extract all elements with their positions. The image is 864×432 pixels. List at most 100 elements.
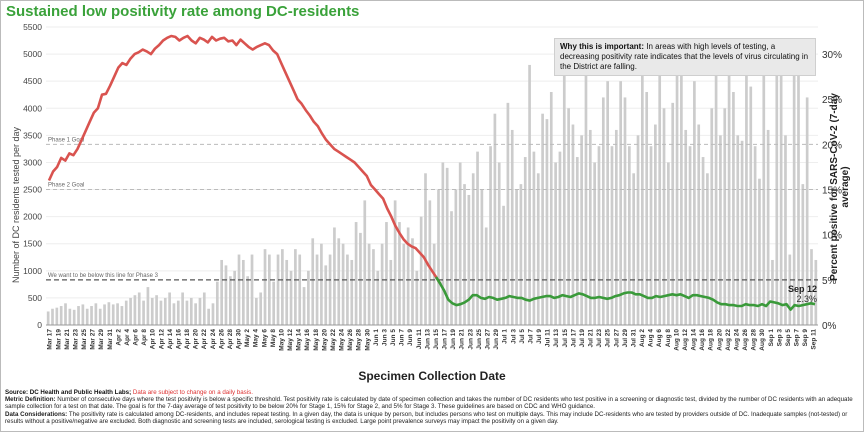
x-tick-label: Jun 23	[467, 329, 474, 350]
test-bar	[59, 306, 63, 325]
test-bar	[654, 124, 657, 325]
test-bar	[437, 189, 440, 325]
test-bar	[814, 259, 818, 325]
test-bar	[693, 81, 696, 325]
test-bar	[337, 238, 341, 325]
test-bar	[601, 97, 605, 325]
x-tick-label: Sep 11	[811, 329, 818, 350]
x-tick-label: Jun 3	[382, 329, 389, 346]
test-bar	[181, 292, 184, 325]
test-bar	[350, 259, 354, 325]
test-bar	[636, 135, 640, 325]
y-left-tick-label: 0	[37, 320, 42, 330]
test-bar	[98, 308, 102, 325]
x-tick-label: Apr 16	[176, 329, 183, 350]
x-tick-label: Jun 5	[390, 329, 397, 346]
threshold-label: We want to be below this line for Phase …	[48, 273, 159, 279]
test-bar	[610, 146, 614, 325]
test-bar	[467, 194, 471, 325]
test-bar	[220, 259, 223, 325]
y-right-tick-label: 0%	[822, 321, 837, 332]
test-bar	[562, 70, 566, 325]
test-bar	[398, 222, 401, 325]
test-bar	[771, 259, 774, 325]
test-bar	[523, 157, 527, 325]
test-bar	[142, 300, 145, 325]
test-bar	[623, 97, 627, 325]
test-bar	[185, 300, 189, 325]
test-bar	[723, 108, 727, 325]
x-tick-label: May 12	[287, 329, 294, 351]
y-left-tick-label: 2500	[23, 185, 42, 195]
test-bar	[120, 306, 124, 325]
x-tick-label: May 14	[296, 329, 303, 351]
metric-text: Number of consecutive days where the tes…	[5, 396, 853, 411]
x-tick-label: Mar 31	[107, 329, 114, 350]
test-bar	[627, 146, 631, 325]
test-bar	[810, 249, 813, 325]
latest-value-label: Sep 12 2.3%	[788, 284, 817, 304]
test-bar	[680, 70, 683, 325]
positivity-line-below-5	[434, 276, 816, 311]
test-bar	[90, 306, 93, 325]
test-bar	[805, 97, 809, 325]
test-bar	[289, 270, 293, 325]
test-bar	[584, 64, 588, 325]
x-tick-label: Aug 30	[759, 329, 766, 351]
test-bar	[706, 173, 709, 325]
test-bar	[697, 124, 701, 325]
test-bar	[241, 259, 245, 325]
x-tick-label: May 16	[304, 329, 311, 351]
x-tick-label: Apr 2	[115, 329, 122, 346]
x-tick-label: Aug 22	[725, 329, 732, 351]
test-bar	[202, 292, 206, 325]
x-tick-label: Mar 23	[73, 329, 80, 350]
test-bar	[493, 113, 497, 325]
test-bar	[528, 64, 531, 325]
y-left-tick-label: 4500	[23, 76, 42, 86]
test-bar	[307, 270, 310, 325]
x-tick-label: Apr 8	[141, 329, 148, 346]
positivity-line	[47, 34, 816, 311]
x-tick-label: Apr 26	[218, 329, 225, 350]
x-tick-label: Aug 10	[673, 329, 680, 351]
test-bar	[194, 303, 197, 325]
test-bar	[198, 297, 202, 325]
test-bar	[762, 64, 766, 325]
considerations-text: The positivity rate is calculated among …	[5, 410, 848, 425]
test-bar	[315, 254, 319, 325]
x-tick-label: Sep 5	[785, 329, 792, 347]
test-bar	[246, 276, 250, 325]
test-bar	[298, 254, 302, 325]
test-bar	[658, 59, 662, 325]
bars-group	[46, 43, 818, 325]
x-tick-label: May 6	[261, 329, 268, 347]
test-bar	[107, 302, 111, 325]
y-right-tick-label: 15%	[822, 186, 842, 197]
test-bar	[211, 303, 215, 325]
x-tick-label: May 26	[347, 329, 354, 351]
x-tick-label: Jul 1	[502, 329, 509, 344]
test-bar	[489, 146, 492, 325]
test-bar	[224, 265, 228, 325]
test-bar	[207, 308, 210, 325]
x-tick-label: Aug 20	[716, 329, 723, 351]
x-tick-label: Jun 29	[493, 329, 500, 350]
test-bar	[428, 200, 432, 325]
considerations-label: Data Considerations:	[5, 410, 68, 418]
test-bar	[450, 211, 453, 325]
test-bar	[259, 292, 263, 325]
test-bar	[745, 70, 748, 325]
test-bar	[168, 292, 171, 325]
x-tick-label: Jun 13	[424, 329, 431, 350]
x-tick-label: Sep 1	[768, 329, 775, 347]
test-bar	[46, 311, 50, 325]
x-tick-label: Jul 7	[527, 329, 534, 344]
x-axis-label: Specimen Collection Date	[358, 369, 506, 383]
x-tick-label: Jul 27	[613, 329, 620, 348]
x-tick-label: Aug 12	[682, 329, 689, 351]
test-bar	[419, 216, 423, 325]
test-bar	[85, 308, 89, 325]
y-right-tick-label: 20%	[822, 140, 842, 151]
